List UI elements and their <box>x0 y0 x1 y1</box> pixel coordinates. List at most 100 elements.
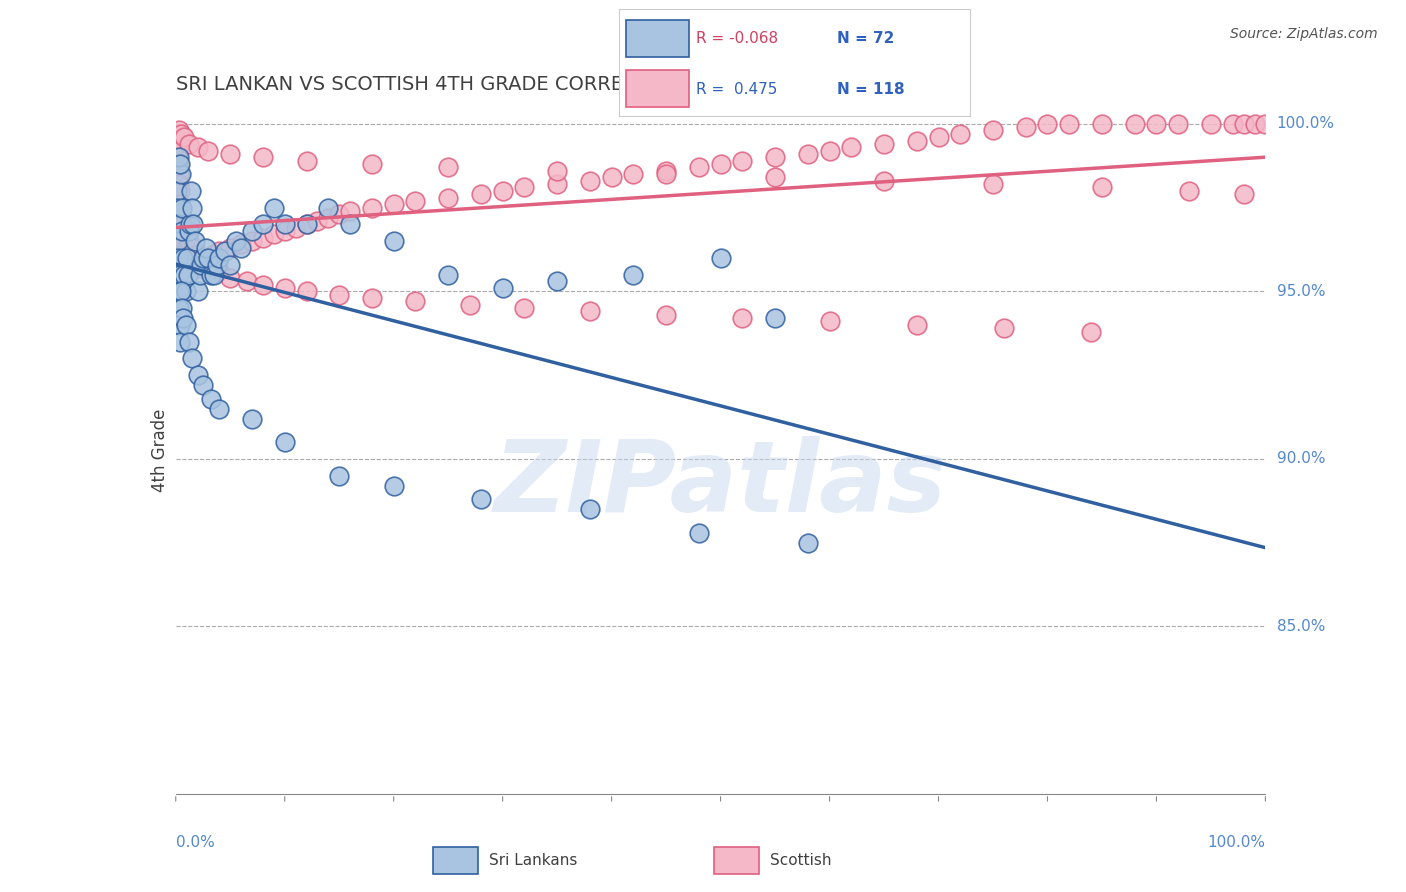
Point <box>167 234 190 248</box>
Point <box>167 201 190 215</box>
Point <box>339 217 361 231</box>
Point <box>174 241 197 255</box>
Point <box>167 301 190 315</box>
Text: Scottish: Scottish <box>770 854 832 868</box>
Point <box>186 140 209 154</box>
Point <box>1232 117 1256 131</box>
Point <box>169 318 191 332</box>
Point <box>208 251 231 265</box>
Point <box>235 274 257 288</box>
Point <box>188 268 211 282</box>
Point <box>873 136 896 151</box>
Point <box>710 157 733 171</box>
Point <box>172 217 194 231</box>
Point <box>1057 117 1080 131</box>
Point <box>167 150 190 164</box>
Point <box>796 147 818 161</box>
Text: 95.0%: 95.0% <box>1277 284 1324 299</box>
Point <box>655 167 678 181</box>
Point <box>796 535 818 549</box>
Point <box>252 277 274 292</box>
Point <box>225 234 247 248</box>
Point <box>688 161 710 175</box>
Text: 85.0%: 85.0% <box>1277 619 1324 634</box>
Point <box>167 268 190 282</box>
Point <box>841 140 863 154</box>
Point <box>1123 117 1146 131</box>
Point <box>169 184 191 198</box>
Point <box>763 170 786 185</box>
Point <box>981 123 1004 137</box>
Point <box>172 251 194 265</box>
Point <box>202 247 225 261</box>
Point <box>284 220 307 235</box>
Point <box>437 161 460 175</box>
Point <box>492 184 515 198</box>
Point <box>928 130 950 145</box>
Point <box>167 217 190 231</box>
Point <box>252 230 274 244</box>
Point <box>167 251 190 265</box>
Point <box>981 177 1004 191</box>
Point <box>405 294 427 309</box>
Point <box>181 201 204 215</box>
Point <box>167 123 190 137</box>
Point <box>202 268 225 282</box>
Point <box>169 211 191 225</box>
Text: 90.0%: 90.0% <box>1277 451 1324 467</box>
Point <box>307 214 329 228</box>
Point <box>405 194 427 208</box>
Point <box>731 153 754 168</box>
Point <box>339 203 361 218</box>
Bar <box>626 20 689 57</box>
Point <box>1222 117 1244 131</box>
Point <box>176 244 198 259</box>
Point <box>579 174 602 188</box>
Point <box>186 368 209 382</box>
Point <box>905 134 928 148</box>
Point <box>295 217 318 231</box>
Point <box>949 127 972 141</box>
Point <box>274 224 297 238</box>
Point <box>1243 117 1265 131</box>
Point <box>818 314 841 328</box>
Point <box>231 241 253 255</box>
Point <box>191 258 214 272</box>
Point <box>184 234 207 248</box>
Point <box>186 285 209 299</box>
Point <box>763 150 786 164</box>
Bar <box>714 847 759 874</box>
Point <box>191 251 214 265</box>
Point <box>169 197 191 211</box>
Point <box>731 311 754 326</box>
Point <box>177 268 200 282</box>
Point <box>219 241 242 255</box>
Point <box>546 163 568 178</box>
Point <box>191 251 214 265</box>
Point <box>166 150 188 164</box>
Point <box>546 177 568 191</box>
Y-axis label: 4th Grade: 4th Grade <box>150 409 169 492</box>
Point <box>993 321 1015 335</box>
Point <box>169 157 191 171</box>
Text: 0.0%: 0.0% <box>176 835 215 850</box>
Point <box>263 227 285 242</box>
Point <box>360 201 382 215</box>
Point <box>173 130 195 145</box>
Text: SRI LANKAN VS SCOTTISH 4TH GRADE CORRELATION CHART: SRI LANKAN VS SCOTTISH 4TH GRADE CORRELA… <box>176 75 765 95</box>
Point <box>166 184 188 198</box>
Point <box>195 241 218 255</box>
Point <box>180 251 202 265</box>
Point <box>172 311 194 326</box>
Text: 100.0%: 100.0% <box>1208 835 1265 850</box>
Point <box>470 491 492 506</box>
Point <box>621 167 644 181</box>
Point <box>655 163 678 178</box>
Point <box>600 170 623 185</box>
Point <box>170 211 193 225</box>
Point <box>177 247 200 261</box>
Point <box>1254 117 1277 131</box>
Point <box>470 187 492 202</box>
Point <box>458 298 481 312</box>
Point <box>274 217 297 231</box>
